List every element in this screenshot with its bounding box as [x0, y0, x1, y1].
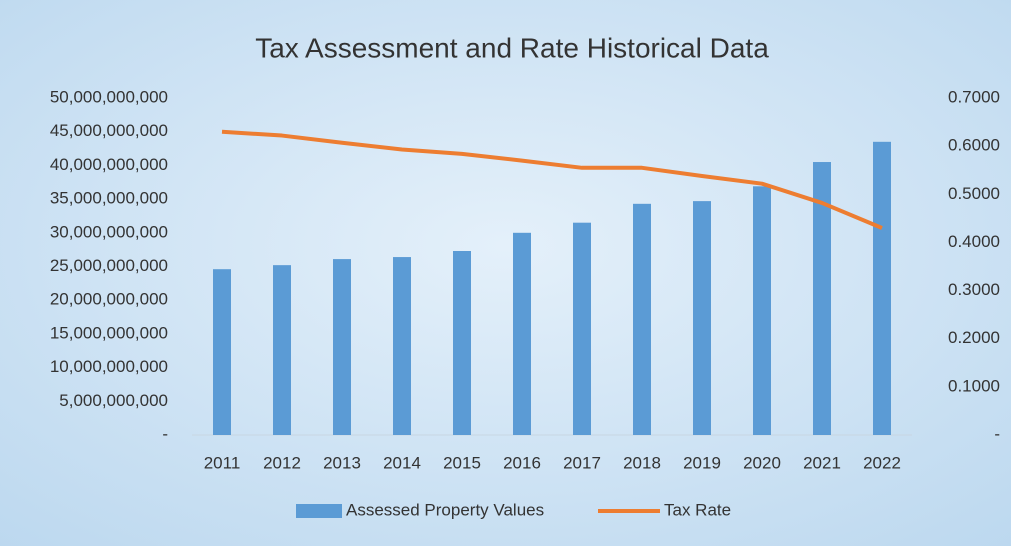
y-tick-label: -: [162, 424, 168, 443]
x-tick-label: 2021: [803, 453, 841, 472]
x-tick-label: 2015: [443, 453, 481, 472]
legend-swatch: [296, 504, 342, 518]
y2-tick-label: -: [994, 424, 1000, 443]
legend-label: Assessed Property Values: [346, 500, 544, 519]
chart-title: Tax Assessment and Rate Historical Data: [255, 32, 769, 63]
bar: [813, 162, 831, 435]
x-tick-label: 2019: [683, 453, 721, 472]
y2-tick-label: 0.4000: [948, 232, 1000, 251]
x-tick-label: 2018: [623, 453, 661, 472]
bar: [513, 232, 531, 435]
y2-tick-label: 0.5000: [948, 184, 1000, 203]
x-tick-label: 2013: [323, 453, 361, 472]
y2-tick-label: 0.6000: [948, 136, 1000, 155]
y2-tick-label: 0.3000: [948, 280, 1000, 299]
y-tick-label: 40,000,000,000: [50, 155, 168, 174]
y-tick-label: 20,000,000,000: [50, 290, 168, 309]
line: [221, 129, 883, 230]
bar: [273, 265, 291, 435]
y-tick-label: 25,000,000,000: [50, 256, 168, 275]
y2-tick-label: 0.2000: [948, 328, 1000, 347]
y-tick-label: 15,000,000,000: [50, 323, 168, 342]
y2-tick-label: 0.1000: [948, 376, 1000, 395]
y2-tick-label: 0.7000: [948, 87, 1000, 106]
x-tick-label: 2012: [263, 453, 301, 472]
x-tick-label: 2020: [743, 453, 781, 472]
y-tick-label: 50,000,000,000: [50, 87, 168, 106]
bar: [573, 222, 591, 435]
x-tick-label: 2011: [204, 453, 241, 472]
bar: [333, 259, 351, 435]
bar: [753, 186, 771, 435]
y-tick-label: 30,000,000,000: [50, 222, 168, 241]
x-tick-label: 2022: [863, 453, 901, 472]
y-tick-label: 10,000,000,000: [50, 357, 168, 376]
bar: [453, 250, 471, 435]
x-tick-label: 2014: [383, 453, 421, 472]
y-tick-label: 35,000,000,000: [50, 189, 168, 208]
bar: [393, 257, 411, 435]
legend-label: Tax Rate: [664, 500, 731, 519]
bar: [693, 201, 711, 435]
y-tick-label: 5,000,000,000: [59, 391, 168, 410]
bar: [873, 141, 891, 435]
y-tick-label: 45,000,000,000: [50, 121, 168, 140]
bar: [633, 203, 651, 435]
x-tick-label: 2017: [563, 453, 601, 472]
x-tick-label: 2016: [503, 453, 541, 472]
bar: [213, 269, 231, 435]
